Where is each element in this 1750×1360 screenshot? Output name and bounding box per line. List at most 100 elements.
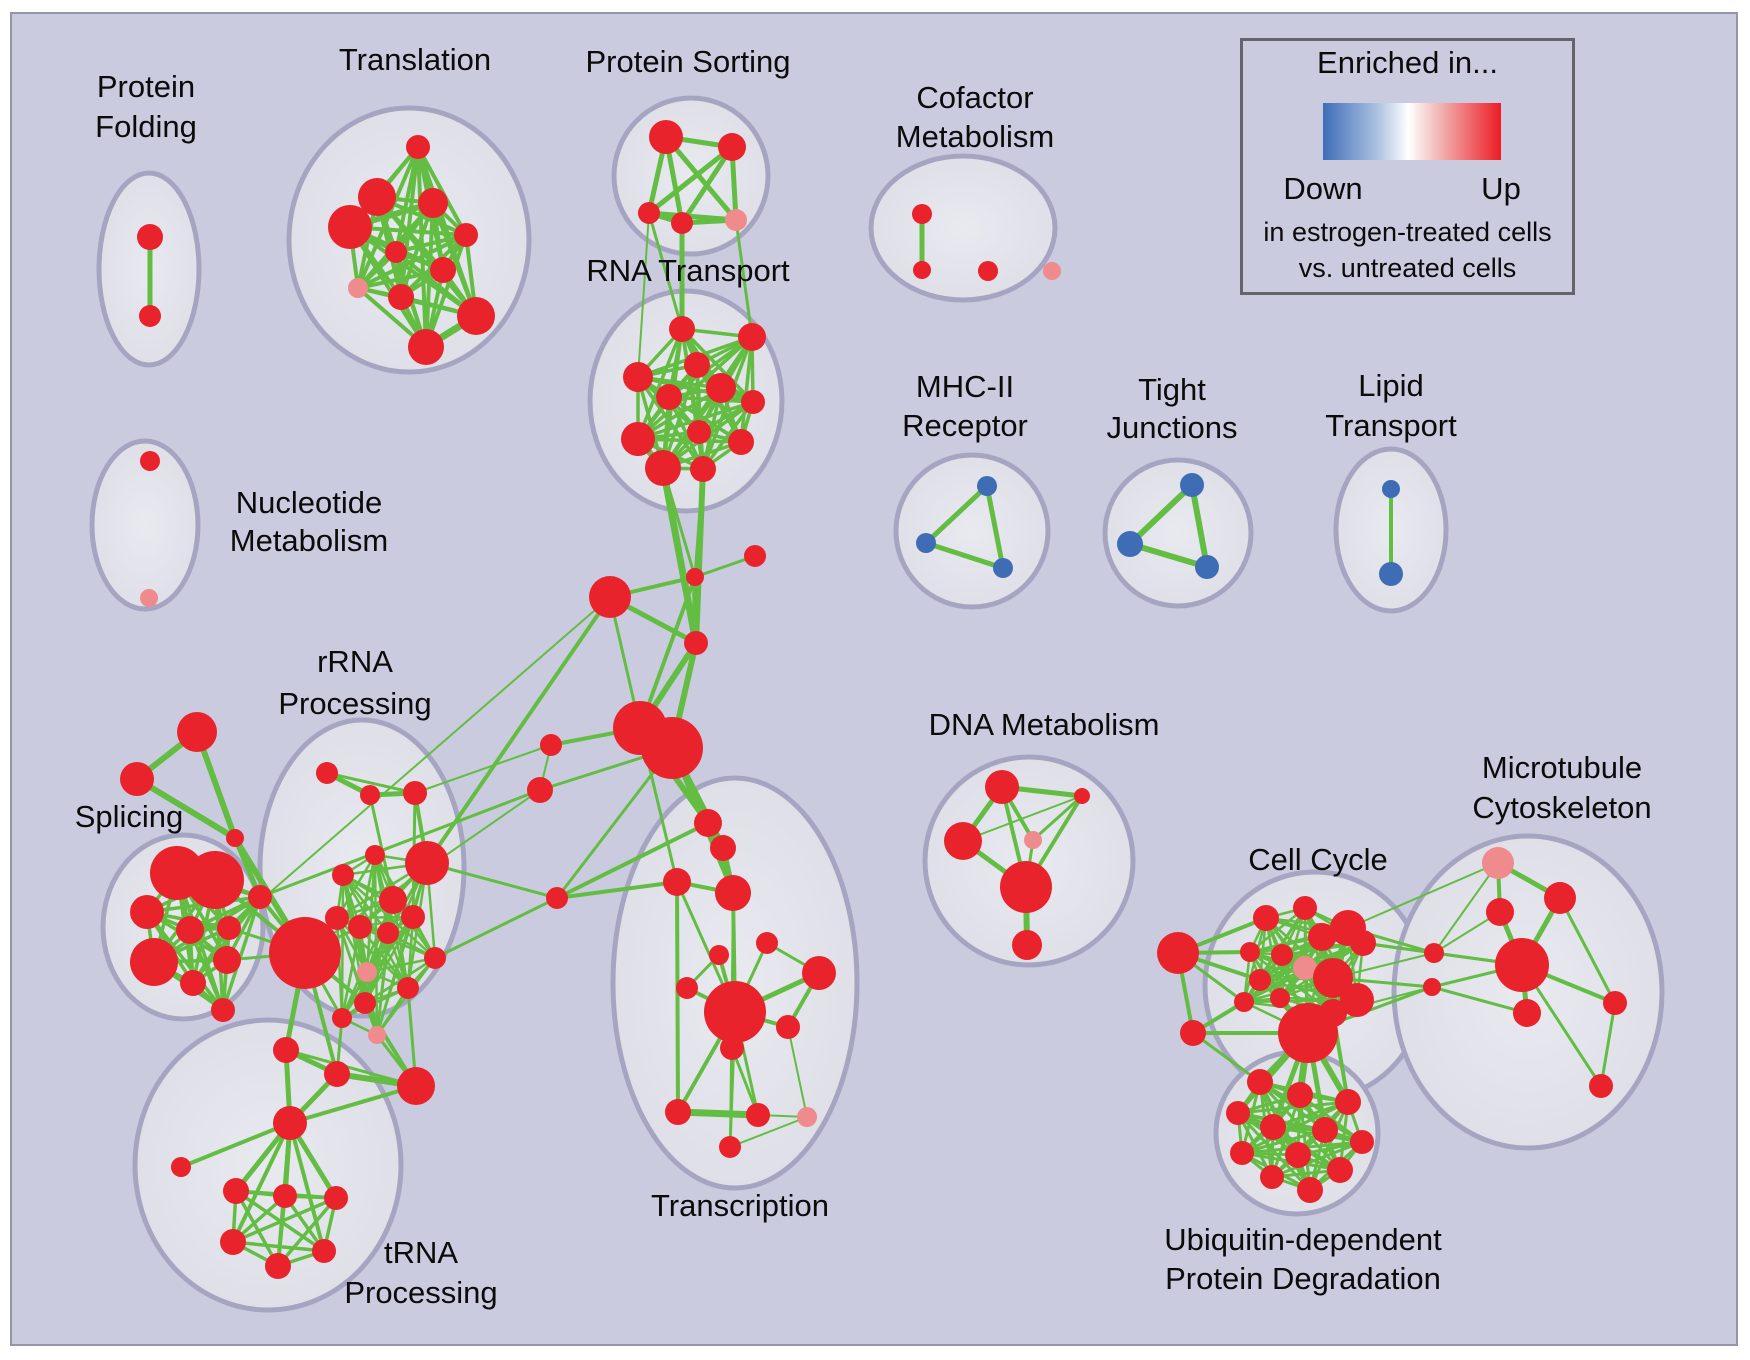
cluster-label-cf: Cofactor (916, 80, 1033, 115)
cluster-label-mt: Microtubule (1482, 750, 1642, 785)
network-node (715, 875, 751, 911)
network-edge (424, 201, 435, 349)
network-node (1589, 1074, 1613, 1098)
network-node (1270, 988, 1290, 1008)
cluster-label-pf: Folding (95, 109, 197, 144)
network-node (802, 956, 836, 990)
network-edge (375, 915, 415, 1037)
network-edge (179, 1121, 292, 1169)
network-edge (228, 596, 611, 929)
network-node (379, 886, 407, 914)
network-node (1350, 930, 1376, 956)
network-node (913, 261, 931, 279)
network-node (738, 323, 766, 351)
network-node (977, 476, 997, 496)
network-node (744, 545, 766, 567)
network-edge (1347, 862, 1499, 929)
network-node (1335, 1089, 1361, 1115)
network-node (316, 762, 338, 784)
cluster-label-trna: Processing (344, 1275, 497, 1310)
network-node (1074, 788, 1090, 804)
network-node (589, 576, 631, 618)
network-node (540, 734, 562, 756)
network-node (454, 223, 478, 247)
network-node (332, 864, 354, 886)
network-node (397, 977, 419, 999)
network-node (709, 945, 729, 965)
cluster-label-ub: Protein Degradation (1165, 1261, 1441, 1296)
cluster-label-cc: Cell Cycle (1248, 842, 1388, 877)
cluster-label-tl: Translation (339, 42, 491, 77)
network-edge (923, 540, 1006, 571)
network-node (944, 822, 982, 860)
network-node (1482, 847, 1514, 879)
label-layer: Protein Folding Translation Protein Sorting… (75, 42, 1652, 1310)
network-edge (356, 268, 445, 290)
network-node (1486, 898, 1514, 926)
network-node (139, 305, 161, 327)
network-node (649, 120, 683, 154)
network-node (1293, 896, 1317, 920)
network-node (1195, 555, 1219, 579)
network-node (171, 1157, 191, 1177)
network-node (220, 1229, 246, 1255)
network-edge (1191, 1031, 1262, 1084)
network-node (656, 384, 682, 410)
network-edge (284, 1048, 418, 1088)
network-node (1157, 932, 1199, 974)
network-edge (288, 1084, 418, 1125)
network-edge (356, 233, 468, 290)
network-edge (661, 466, 697, 579)
network-edge (984, 483, 1006, 571)
network-node (1271, 944, 1293, 966)
network-edge (636, 375, 705, 471)
network-edge (636, 327, 684, 441)
network-node (1117, 531, 1143, 557)
cluster-label-rrna: Processing (278, 686, 431, 721)
network-node (328, 205, 372, 249)
network-node (365, 845, 385, 865)
legend-up-label: Up (1481, 171, 1521, 206)
cluster-label-trna: tRNA (384, 1235, 458, 1270)
network-node (1043, 262, 1061, 280)
network-node (1297, 1177, 1323, 1203)
network-edge (340, 898, 395, 1020)
network-edge (414, 744, 552, 794)
network-node (912, 204, 932, 224)
cluster-label-mh: MHC-II (916, 369, 1014, 404)
network-node (1249, 969, 1271, 991)
network-node (1495, 938, 1549, 992)
network-edge (680, 327, 755, 404)
network-edge (340, 925, 362, 1020)
network-edge (1430, 985, 1529, 1015)
network-node (993, 558, 1013, 578)
network-node (1278, 1003, 1338, 1063)
cluster-label-rt: RNA Transport (586, 253, 790, 288)
network-node (1260, 1114, 1286, 1140)
network-node (213, 946, 241, 974)
network-node (1327, 1157, 1353, 1183)
network-node (527, 777, 553, 803)
network-node (358, 178, 396, 216)
network-node (621, 422, 655, 456)
network-edge (734, 218, 754, 339)
network-node (348, 278, 368, 298)
network-node (704, 981, 766, 1043)
network-node (273, 1184, 297, 1208)
network-node (354, 992, 376, 1014)
network-edge (679, 144, 735, 226)
network-node (388, 284, 414, 310)
network-edge (425, 595, 612, 865)
network-node (1340, 983, 1374, 1017)
network-edge (348, 225, 428, 349)
network-edge (365, 956, 437, 974)
cluster-label-lt: Lipid (1358, 368, 1424, 403)
network-node (1180, 473, 1204, 497)
network-edge (787, 1026, 808, 1118)
network-edge (425, 861, 559, 900)
node-layer (120, 120, 1627, 1279)
network-node (665, 1099, 691, 1125)
network-node (1313, 958, 1353, 998)
network-edge (555, 746, 674, 900)
